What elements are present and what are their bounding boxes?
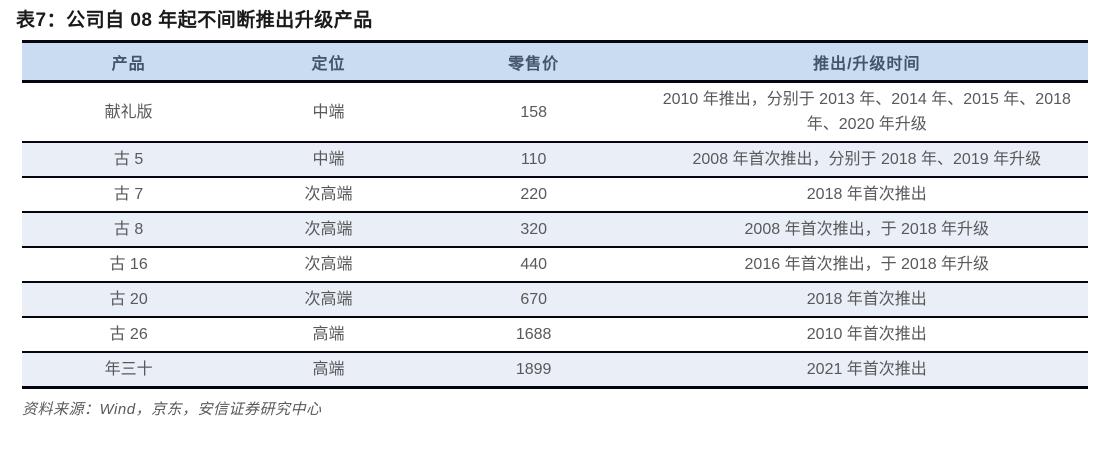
cell-product: 古 26 (109, 326, 148, 343)
table-row: 古 16 次高端 440 2016 年首次推出，于 2018 年升级 (22, 247, 1088, 282)
cell-position: 高端 (312, 326, 345, 343)
header-row: 产品 定位 零售价 推出/升级时间 (22, 41, 1088, 82)
header-price: 零售价 (508, 56, 560, 73)
cell-price: 440 (520, 256, 548, 273)
table-title: 表7：公司自 08 年起不间断推出升级产品 (16, 10, 373, 31)
cell-product: 古 16 (109, 256, 148, 273)
cell-position: 次高端 (304, 221, 353, 238)
cell-price: 1688 (515, 326, 552, 343)
cell-launch-time: 2008 年首次推出，分别于 2018 年、2019 年升级 (692, 151, 1042, 168)
cell-position: 次高端 (304, 256, 353, 273)
product-table: 产品 定位 零售价 推出/升级时间 献礼版 中端 158 2010 年推出，分别… (22, 40, 1088, 389)
cell-price: 1899 (515, 361, 552, 378)
header-launch-time: 推出/升级时间 (813, 56, 921, 73)
cell-price: 220 (520, 186, 548, 203)
cell-position: 中端 (312, 103, 345, 121)
table-row: 古 26 高端 1688 2010 年首次推出 (22, 317, 1088, 352)
cell-product: 古 8 (113, 221, 144, 238)
cell-launch-time: 2021 年首次推出 (806, 361, 927, 378)
cell-product: 年三十 (104, 361, 153, 378)
cell-price: 670 (520, 291, 548, 308)
cell-product: 古 7 (113, 186, 144, 203)
table-row: 古 20 次高端 670 2018 年首次推出 (22, 282, 1088, 317)
cell-launch-time: 2008 年首次推出，于 2018 年升级 (744, 221, 990, 238)
cell-price: 110 (520, 151, 547, 168)
cell-position: 次高端 (304, 186, 353, 203)
cell-launch-time: 2018 年首次推出 (806, 291, 927, 308)
cell-position: 高端 (312, 361, 345, 378)
table-row: 古 7 次高端 220 2018 年首次推出 (22, 177, 1088, 212)
table-row: 献礼版 中端 158 2010 年推出，分别于 2013 年、2014 年、20… (22, 81, 1088, 142)
cell-product: 献礼版 (104, 103, 153, 121)
cell-product: 古 5 (113, 151, 144, 168)
source-note: 资料来源：Wind，京东，安信证券研究中心 (22, 401, 322, 418)
table-row: 古 5 中端 110 2008 年首次推出，分别于 2018 年、2019 年升… (22, 142, 1088, 177)
cell-position: 中端 (312, 151, 345, 168)
header-product: 产品 (111, 56, 146, 73)
table-row: 年三十 高端 1899 2021 年首次推出 (22, 352, 1088, 388)
table-body: 献礼版 中端 158 2010 年推出，分别于 2013 年、2014 年、20… (22, 81, 1088, 388)
cell-product: 古 20 (109, 291, 148, 308)
cell-launch-time: 2010 年推出，分别于 2013 年、2014 年、2015 年、2018 年… (662, 91, 1071, 133)
cell-launch-time: 2010 年首次推出 (806, 326, 927, 343)
cell-position: 次高端 (304, 291, 353, 308)
header-position: 定位 (311, 56, 346, 73)
cell-price: 158 (520, 103, 548, 121)
cell-price: 320 (520, 221, 548, 238)
table-row: 古 8 次高端 320 2008 年首次推出，于 2018 年升级 (22, 212, 1088, 247)
cell-launch-time: 2018 年首次推出 (806, 186, 927, 203)
cell-launch-time: 2016 年首次推出，于 2018 年升级 (744, 256, 990, 273)
table-header: 产品 定位 零售价 推出/升级时间 (22, 41, 1088, 82)
